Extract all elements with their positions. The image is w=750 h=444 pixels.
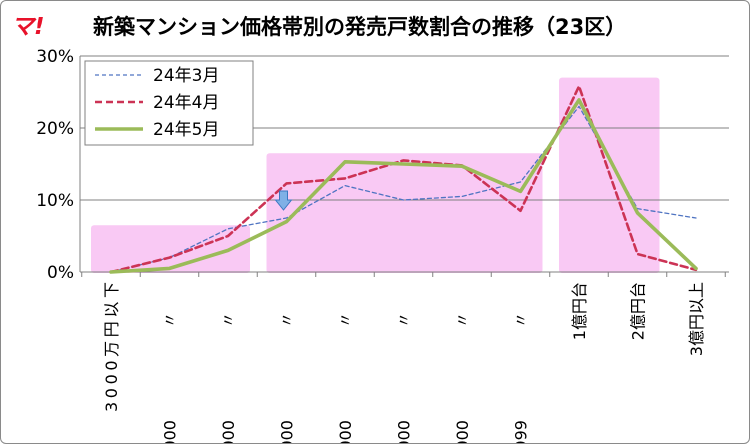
x-tick-label: 3億円以上 [687,282,706,356]
x-tick-value: 3億円以上 [687,282,706,356]
legend-label: 24年3月 [153,66,219,86]
y-tick-label: 10% [36,191,74,211]
x-tick-value: 8,000 [395,420,414,443]
x-tick-label: 〃 9,000 [453,312,472,443]
x-tick-label: 〃 9,999 [512,312,531,443]
x-tick-value: 9,000 [453,420,472,443]
chart-title: 新築マンション価格帯別の発売戸数割合の推移（23区） [93,15,627,39]
y-tick-label: 20% [36,119,74,139]
x-tick-label: 〃 7,000 [336,312,355,443]
legend-label: 24年5月 [153,120,219,140]
highlight-band [266,153,543,273]
series-line-2 [109,84,698,274]
x-tick-ditto: 〃 [453,312,472,328]
x-tick-value: 1億円台 [570,282,589,340]
down-arrow-icon [274,190,293,211]
x-tick-label: 2億円台 [629,282,648,340]
series-line-1 [110,105,697,273]
x-tick-ditto: 〃 [161,312,180,328]
x-tick-label: 3000万円以下 [102,282,121,412]
x-tick-value: 2億円台 [629,282,648,340]
x-tick-value: 4,000 [161,420,180,443]
series-line-3 [109,98,698,274]
x-tick-label: 〃 6,000 [278,312,297,443]
x-tick-label: 〃 8,000 [395,312,414,443]
x-tick-ditto: 〃 [219,312,238,328]
x-tick-label: 〃 4,000 [161,312,180,443]
x-tick-label: 〃 5,000 [219,312,238,443]
x-tick-value: 6,000 [278,420,297,443]
y-tick-label: 30% [36,47,74,67]
x-tick-ditto: 〃 [336,312,355,328]
x-tick-ditto: 〃 [395,312,414,328]
y-tick-label: 0% [47,263,74,283]
x-tick-value: 9,999 [512,420,531,443]
x-tick-label: 1億円台 [570,282,589,340]
x-tick-value: 5,000 [219,420,238,443]
legend-label: 24年4月 [153,93,219,113]
x-tick-ditto: 〃 [278,312,297,328]
x-tick-ditto: 〃 [512,312,531,328]
x-tick-value: 7,000 [336,420,355,443]
site-logo: マ! [11,14,45,40]
x-tick-value: 3000万円以下 [102,282,121,412]
